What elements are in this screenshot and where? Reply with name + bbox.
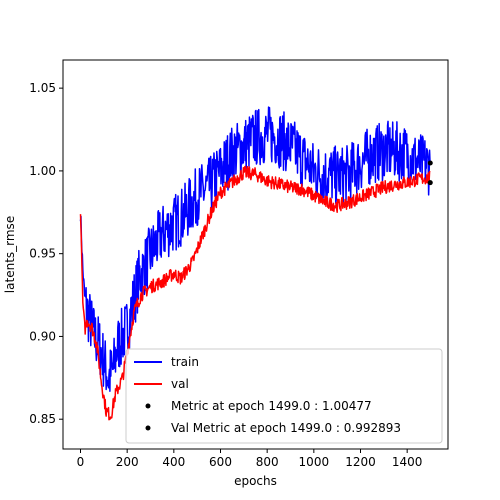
- y-tick-label: 0.90: [29, 329, 56, 343]
- legend: train val Metric at epoch 1499.0 : 1.00477…: [125, 348, 443, 444]
- x-tick-label: 0: [77, 455, 85, 469]
- x-tick-label: 200: [116, 455, 139, 469]
- metric-point-1: [427, 180, 433, 186]
- metric-point-0: [427, 160, 433, 166]
- y-tick-label: 0.85: [29, 412, 56, 426]
- legend-marker: [145, 403, 151, 409]
- legend-marker: [145, 425, 151, 431]
- legend-entry-label: train: [171, 355, 199, 369]
- x-tick-label: 400: [162, 455, 185, 469]
- legend-box: [125, 348, 443, 444]
- legend-entry-label: Metric at epoch 1499.0 : 1.00477: [171, 399, 372, 413]
- x-tick-label: 1400: [392, 455, 423, 469]
- y-axis-label: latents_rmse: [3, 216, 17, 293]
- y-tick-label: 0.95: [29, 247, 56, 261]
- legend-entry-label: Val Metric at epoch 1499.0 : 0.992893: [171, 421, 401, 435]
- x-axis-label: epochs: [234, 474, 277, 488]
- x-tick-label: 600: [209, 455, 232, 469]
- x-tick-label: 800: [256, 455, 279, 469]
- y-tick-label: 1.05: [29, 81, 56, 95]
- x-tick-label: 1200: [345, 455, 376, 469]
- legend-entry-label: val: [171, 377, 189, 391]
- series-line-val: [79, 165, 431, 421]
- x-tick-label: 1000: [299, 455, 330, 469]
- series-line-train: [79, 106, 431, 392]
- y-tick-label: 1.00: [29, 164, 56, 178]
- plot-frame: [62, 59, 449, 450]
